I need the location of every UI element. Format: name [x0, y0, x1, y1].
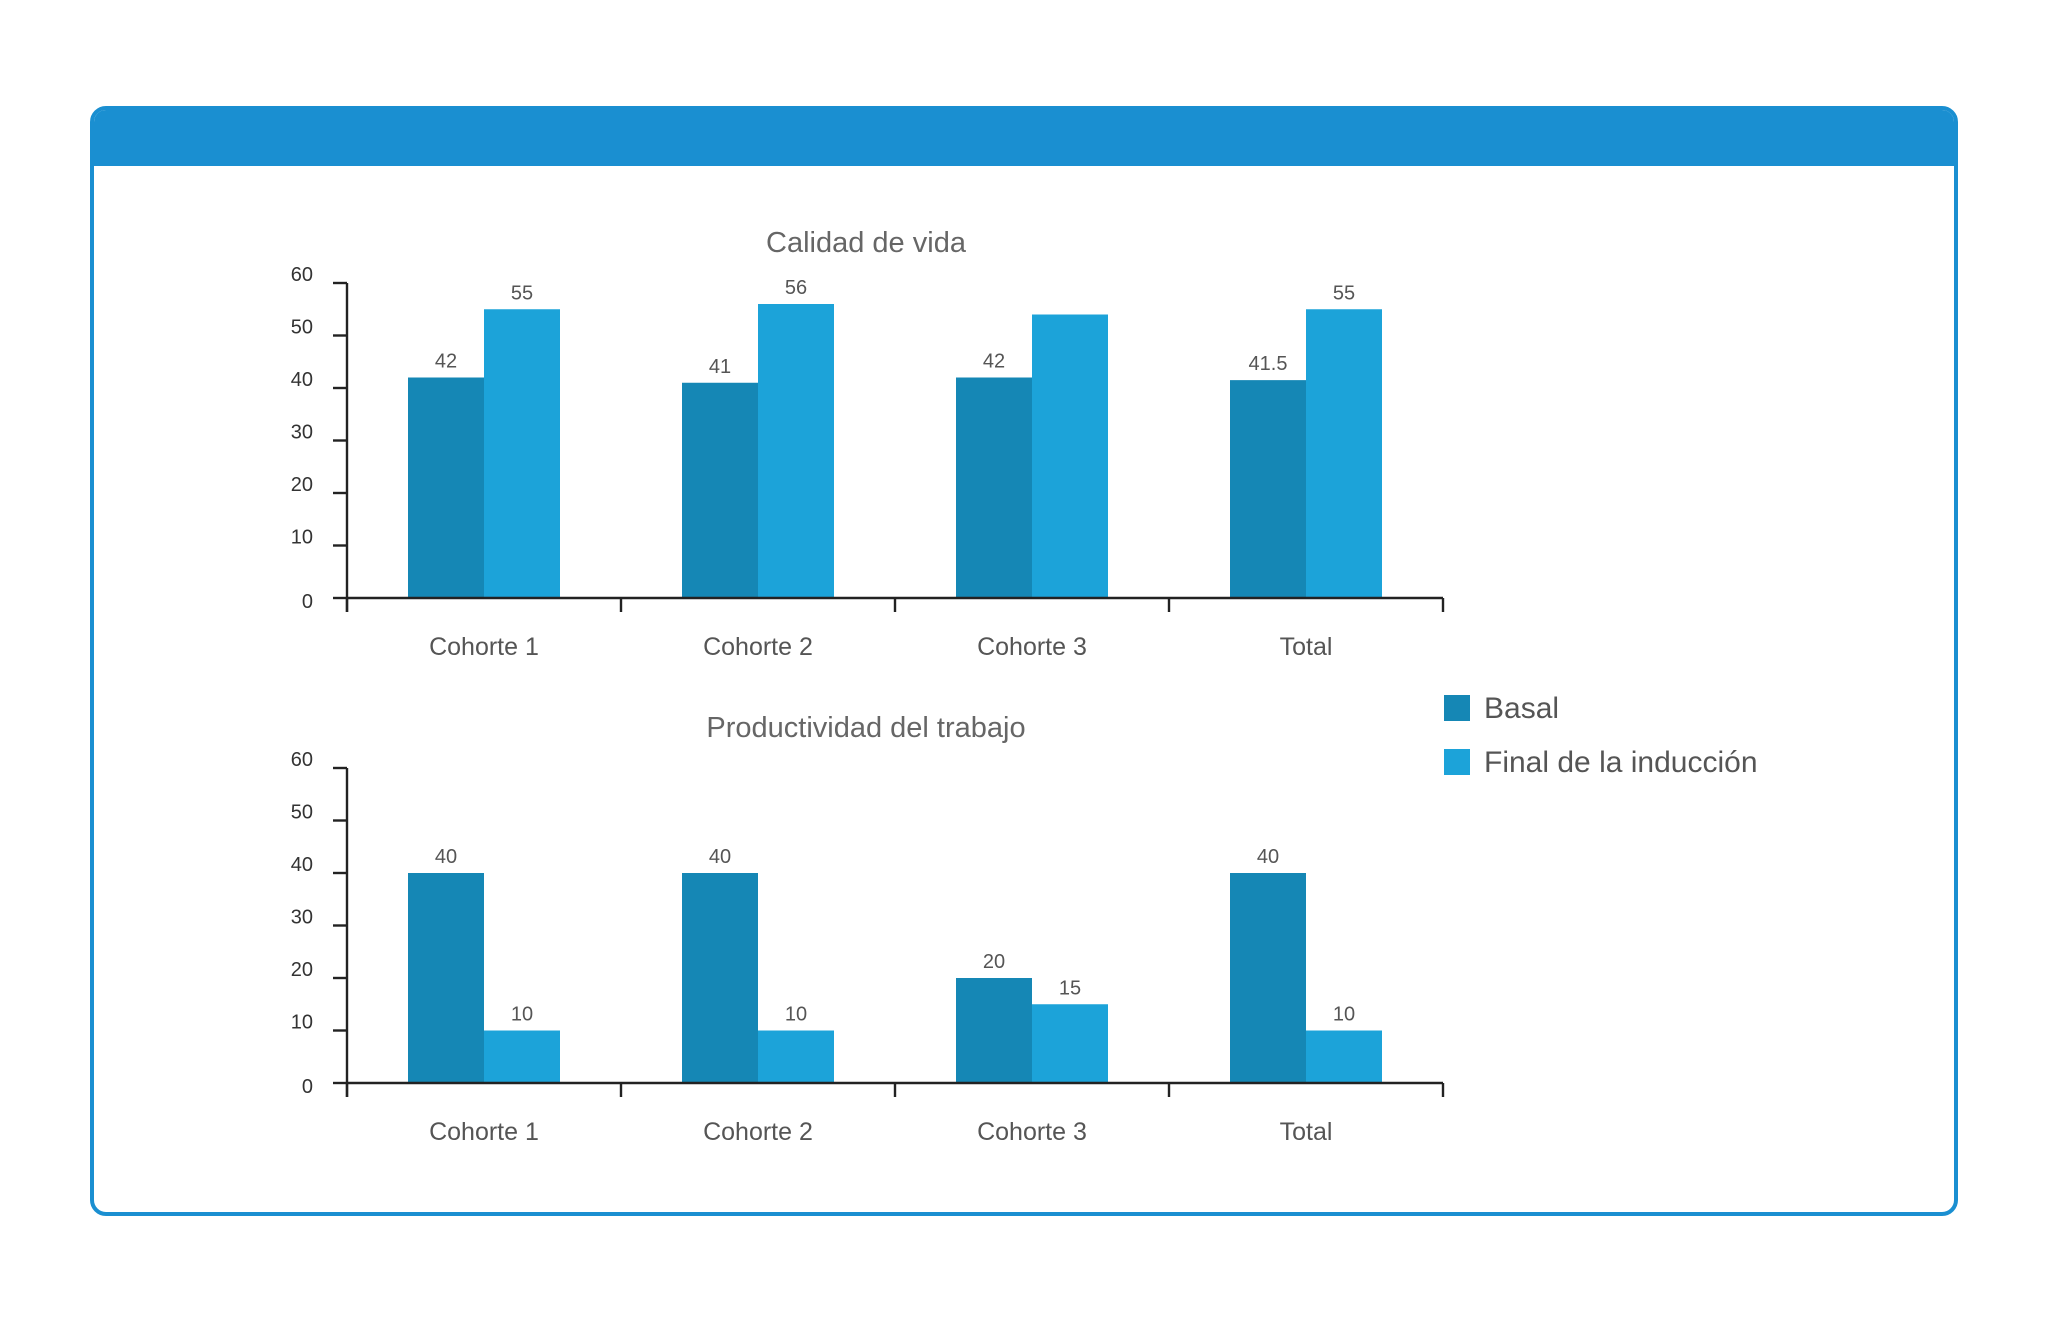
legend-swatch-basal — [1444, 695, 1470, 721]
category-label-cohorte-1: Cohorte 1 — [429, 633, 539, 661]
data-label-final-de-la-inducci-n-total: 10 — [1333, 1004, 1355, 1026]
bar-final-de-la-inducci-n-cohorte-1 — [484, 309, 560, 598]
legend-label-basal: Basal — [1484, 692, 1559, 725]
y-tick-label-10: 10 — [291, 1012, 313, 1034]
y-tick-label-60: 60 — [291, 264, 313, 286]
bar-basal-cohorte-3 — [956, 978, 1032, 1083]
data-label-basal-cohorte-2: 41 — [709, 356, 731, 378]
chart-title: Calidad de vida — [766, 227, 967, 259]
data-label-basal-cohorte-3: 20 — [983, 951, 1005, 973]
bar-basal-total — [1230, 380, 1306, 598]
y-tick-label-30: 30 — [291, 422, 313, 444]
data-label-basal-total: 40 — [1257, 846, 1279, 868]
bar-final-de-la-inducci-n-total — [1306, 1030, 1382, 1083]
bar-basal-cohorte-2 — [682, 382, 758, 598]
bar-final-de-la-inducci-n-cohorte-3 — [1032, 1004, 1108, 1083]
chart-productividad-del-trabajo: Productividad del trabajo 40 10 Cohorte 1 40… — [291, 712, 1445, 1146]
bar-basal-cohorte-1 — [408, 377, 484, 598]
y-tick-label-10: 10 — [291, 527, 313, 549]
data-label-basal-total: 41.5 — [1249, 353, 1288, 375]
data-label-final-de-la-inducci-n-cohorte-3: 15 — [1059, 977, 1081, 999]
legend: Basal Final de la inducción — [1444, 692, 1758, 779]
bar-final-de-la-inducci-n-cohorte-1 — [484, 1030, 560, 1083]
bar-basal-cohorte-3 — [956, 377, 1032, 598]
data-label-basal-cohorte-2: 40 — [709, 846, 731, 868]
bar-basal-cohorte-2 — [682, 873, 758, 1083]
data-label-basal-cohorte-1: 42 — [435, 351, 457, 373]
category-label-cohorte-2: Cohorte 2 — [703, 1118, 813, 1146]
bar-final-de-la-inducci-n-cohorte-2 — [758, 304, 834, 598]
bar-final-de-la-inducci-n-cohorte-2 — [758, 1030, 834, 1083]
data-label-final-de-la-inducci-n-cohorte-2: 56 — [785, 277, 807, 299]
data-label-final-de-la-inducci-n-cohorte-1: 10 — [511, 1004, 533, 1026]
category-label-cohorte-1: Cohorte 1 — [429, 1118, 539, 1146]
category-label-cohorte-3: Cohorte 3 — [977, 1118, 1087, 1146]
chart-calidad-de-vida: Calidad de vida 42 55 Cohorte 1 41 56 Cohorte … — [291, 227, 1445, 661]
legend-swatch-final — [1444, 749, 1470, 775]
data-label-final-de-la-inducci-n-total: 55 — [1333, 282, 1355, 304]
category-label-cohorte-2: Cohorte 2 — [703, 633, 813, 661]
y-tick-label-20: 20 — [291, 959, 313, 981]
category-label-cohorte-3: Cohorte 3 — [977, 633, 1087, 661]
chart-title: Productividad del trabajo — [706, 712, 1025, 744]
category-label-total: Total — [1280, 633, 1333, 661]
legend-label-final: Final de la inducción — [1484, 746, 1758, 779]
data-label-basal-cohorte-1: 40 — [435, 846, 457, 868]
category-label-total: Total — [1280, 1118, 1333, 1146]
y-tick-label-30: 30 — [291, 907, 313, 929]
data-label-basal-cohorte-3: 42 — [983, 351, 1005, 373]
y-tick-label-0: 0 — [302, 1076, 313, 1098]
bar-final-de-la-inducci-n-cohorte-3 — [1032, 314, 1108, 598]
y-tick-label-40: 40 — [291, 854, 313, 876]
y-tick-label-50: 50 — [291, 317, 313, 339]
data-label-final-de-la-inducci-n-cohorte-1: 55 — [511, 282, 533, 304]
y-tick-label-20: 20 — [291, 474, 313, 496]
y-tick-label-40: 40 — [291, 369, 313, 391]
y-tick-label-0: 0 — [302, 591, 313, 613]
bar-basal-cohorte-1 — [408, 873, 484, 1083]
y-tick-label-60: 60 — [291, 749, 313, 771]
data-label-final-de-la-inducci-n-cohorte-2: 10 — [785, 1004, 807, 1026]
bar-basal-total — [1230, 873, 1306, 1083]
bar-final-de-la-inducci-n-total — [1306, 309, 1382, 598]
panel-header-bar — [94, 110, 1954, 166]
y-tick-label-50: 50 — [291, 802, 313, 824]
